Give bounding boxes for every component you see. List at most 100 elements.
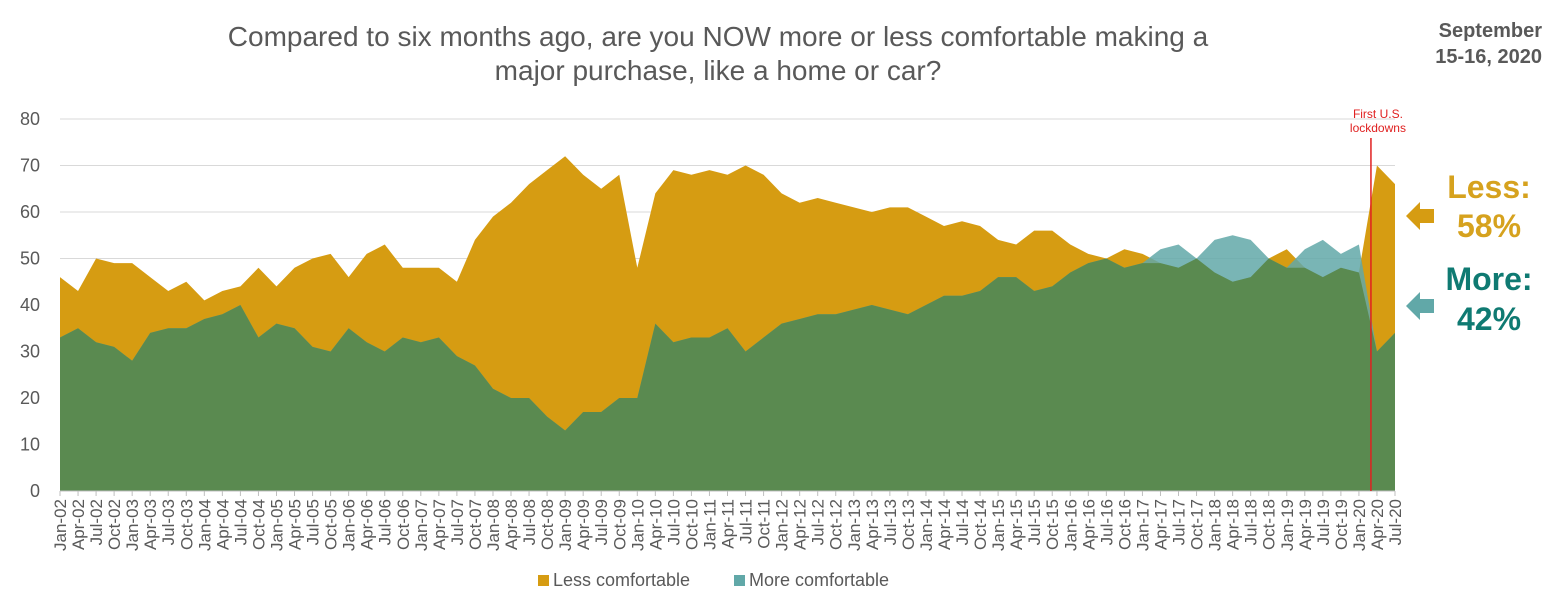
x-tick-label: Jul-03: [159, 499, 178, 545]
x-tick-label: Jul-05: [304, 499, 323, 545]
x-tick-label: Jan-10: [628, 499, 647, 551]
x-tick-label: Jan-16: [1061, 499, 1080, 551]
x-tick-label: Oct-13: [899, 499, 918, 550]
callout-less-label: Less:: [1447, 169, 1531, 205]
x-tick-label: Apr-11: [719, 499, 738, 549]
annotation-text: First U.S.: [1353, 107, 1403, 121]
x-tick-label: Oct-14: [971, 499, 990, 550]
x-tick-label: Apr-10: [646, 499, 665, 550]
x-tick-label: Jan-02: [51, 499, 70, 551]
x-tick-label: Oct-16: [1115, 499, 1134, 550]
chart-title: Compared to six months ago, are you NOW …: [150, 20, 1286, 88]
callout-less-value: 58%: [1457, 208, 1521, 244]
x-tick-label: Jan-17: [1133, 499, 1152, 551]
x-tick-label: Oct-18: [1260, 499, 1279, 550]
y-tick-label: 10: [20, 435, 40, 455]
x-tick-label: Apr-06: [358, 499, 377, 550]
x-tick-label: Oct-03: [177, 499, 196, 550]
y-tick-label: 70: [20, 156, 40, 176]
x-tick-label: Jan-20: [1350, 499, 1369, 551]
x-tick-label: Jul-08: [520, 499, 539, 545]
chart-title-line-2: major purchase, like a home or car?: [494, 55, 942, 86]
x-tick-label: Oct-15: [1043, 499, 1062, 550]
arrow-less-icon: [1406, 202, 1434, 230]
x-tick-label: Apr-13: [863, 499, 882, 550]
chart-title-line-1: Compared to six months ago, are you NOW …: [227, 21, 1209, 52]
x-tick-label: Jan-15: [989, 499, 1008, 551]
x-tick-label: Oct-11: [755, 499, 774, 549]
survey-date-label: September 15-16, 2020: [1435, 20, 1542, 68]
x-axis: Jan-02 Apr-02 Jul-02 Oct-02 Jan-03 Apr-03 Jul-…: [51, 490, 1405, 551]
x-tick-label: Oct-07: [466, 499, 485, 550]
x-tick-label: Apr-02: [69, 499, 88, 550]
y-tick-label: 80: [20, 109, 40, 129]
x-tick-label: Jul-14: [953, 499, 972, 545]
x-tick-label: Jan-19: [1278, 499, 1297, 551]
x-tick-label: Jan-11: [700, 499, 719, 550]
x-tick-label: Apr-14: [935, 499, 954, 550]
legend-label-more: More comfortable: [749, 570, 889, 590]
x-tick-label: Oct-02: [105, 499, 124, 550]
x-tick-label: Jul-18: [1242, 499, 1261, 545]
x-tick-label: Jul-07: [448, 499, 467, 545]
x-tick-label: Jan-04: [195, 499, 214, 551]
x-tick-label: Jan-13: [845, 499, 864, 551]
arrow-more-icon: [1406, 292, 1434, 320]
x-tick-label: Apr-09: [574, 499, 593, 550]
x-tick-label: Jan-07: [412, 499, 431, 551]
annotation-text: lockdowns: [1350, 121, 1406, 135]
x-tick-label: Jul-20: [1386, 499, 1405, 545]
x-tick-label: Apr-17: [1151, 499, 1170, 550]
x-tick-label: Jul-16: [1097, 499, 1116, 545]
x-tick-label: Oct-05: [322, 499, 341, 550]
y-tick-label: 30: [20, 342, 40, 362]
x-tick-label: Jan-03: [123, 499, 142, 551]
legend-label-less: Less comfortable: [553, 570, 690, 590]
y-tick-label: 50: [20, 249, 40, 269]
x-tick-label: Oct-10: [682, 499, 701, 550]
x-tick-label: Oct-06: [394, 499, 413, 550]
x-tick-label: Jul-02: [87, 499, 106, 545]
x-tick-label: Jul-11: [737, 499, 756, 544]
x-tick-label: Jan-14: [917, 499, 936, 551]
x-tick-label: Apr-04: [213, 499, 232, 550]
x-tick-label: Jan-09: [556, 499, 575, 551]
legend-swatch-more: [734, 575, 745, 586]
callout-more-label: More:: [1445, 261, 1532, 297]
callout-more-value: 42%: [1457, 301, 1521, 337]
plot-areas: [60, 156, 1395, 491]
x-tick-label: Jul-17: [1170, 499, 1189, 545]
series-area-overlap: [60, 258, 1395, 491]
lockdown-annotation: First U.S.lockdowns: [1350, 107, 1406, 491]
x-tick-label: Apr-03: [141, 499, 160, 550]
x-tick-label: Oct-17: [1188, 499, 1207, 550]
x-tick-label: Jul-06: [376, 499, 395, 545]
x-tick-label: Jul-09: [592, 499, 611, 545]
legend: Less comfortable More comfortable: [538, 570, 889, 590]
x-tick-label: Apr-20: [1368, 499, 1387, 550]
x-tick-label: Oct-09: [610, 499, 629, 550]
x-tick-label: Jul-13: [881, 499, 900, 545]
x-tick-label: Apr-05: [286, 499, 305, 550]
x-tick-label: Jul-04: [231, 499, 250, 545]
x-tick-label: Apr-07: [430, 499, 449, 550]
y-tick-label: 20: [20, 388, 40, 408]
x-tick-label: Oct-19: [1332, 499, 1351, 550]
x-tick-label: Oct-04: [249, 499, 268, 550]
x-tick-label: Jan-12: [773, 499, 792, 551]
y-axis: 0 10 20 30 40 50 60 70 80: [20, 109, 40, 501]
x-tick-label: Apr-19: [1296, 499, 1315, 550]
y-tick-label: 60: [20, 202, 40, 222]
x-tick-label: Jan-06: [340, 499, 359, 551]
x-tick-label: Oct-08: [538, 499, 557, 550]
y-tick-label: 0: [30, 481, 40, 501]
x-tick-label: Apr-08: [502, 499, 521, 550]
y-tick-label: 40: [20, 295, 40, 315]
x-tick-label: Jan-05: [267, 499, 286, 551]
x-tick-label: Oct-12: [827, 499, 846, 550]
x-tick-label: Jul-15: [1025, 499, 1044, 545]
x-tick-label: Jul-10: [664, 499, 683, 545]
x-tick-label: Apr-15: [1007, 499, 1026, 550]
legend-swatch-less: [538, 575, 549, 586]
